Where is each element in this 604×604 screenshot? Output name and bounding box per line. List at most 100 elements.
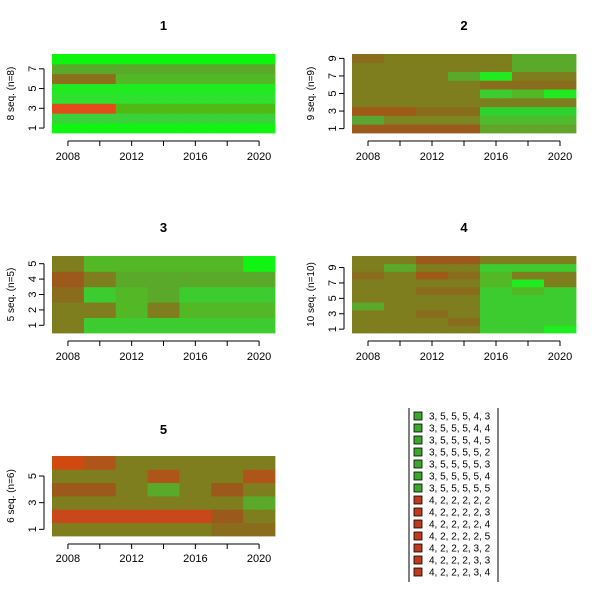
heatmap-cell bbox=[67, 123, 85, 134]
heatmap-cell bbox=[195, 256, 212, 272]
heatmap-cell bbox=[432, 325, 449, 334]
heatmap-cell bbox=[512, 279, 529, 288]
heatmap-cell bbox=[368, 256, 385, 265]
heatmap-cell bbox=[227, 73, 244, 85]
heatmap-cell bbox=[448, 263, 465, 272]
heatmap-cell bbox=[512, 106, 529, 116]
heatmap-cell bbox=[560, 325, 577, 334]
legend-label: 3, 5, 5, 5, 5, 5 bbox=[429, 484, 491, 495]
heatmap-cell bbox=[52, 496, 69, 510]
heatmap-cell bbox=[352, 309, 369, 318]
legend-label: 3, 5, 5, 5, 4, 3 bbox=[429, 412, 491, 423]
heatmap-cell bbox=[195, 482, 212, 497]
heatmap-cell bbox=[400, 89, 417, 99]
heatmap-cell bbox=[432, 302, 449, 311]
heatmap-cell bbox=[448, 302, 465, 311]
heatmap-cell bbox=[243, 302, 260, 318]
heatmap-cell bbox=[115, 73, 133, 85]
heatmap-cell bbox=[83, 54, 101, 65]
heatmap-cell bbox=[384, 106, 401, 116]
heatmap-cell bbox=[243, 123, 260, 134]
x-tick-label: 2012 bbox=[119, 151, 143, 163]
y-tick-label: 7 bbox=[327, 280, 339, 286]
heatmap-cell bbox=[243, 509, 260, 524]
heatmap-cell bbox=[195, 63, 212, 75]
legend-label: 3, 5, 5, 5, 5, 4 bbox=[429, 472, 491, 483]
legend-item: 4, 2, 2, 2, 3, 4 bbox=[413, 568, 491, 579]
heatmap-cell bbox=[163, 317, 180, 334]
heatmap-cell bbox=[368, 263, 385, 272]
heatmap-cell bbox=[560, 89, 577, 99]
x-tick-label: 2008 bbox=[356, 351, 380, 363]
heatmap-cell bbox=[227, 482, 244, 497]
heatmap-cell bbox=[384, 325, 401, 334]
heatmap-cell bbox=[99, 496, 117, 510]
heatmap-cell bbox=[480, 62, 497, 72]
heatmap-cell bbox=[163, 509, 180, 524]
heatmap-cell bbox=[52, 63, 69, 75]
heatmap-cells bbox=[52, 456, 276, 537]
heatmap-cell bbox=[131, 456, 148, 470]
heatmap-cell bbox=[400, 325, 417, 334]
heatmap-cell bbox=[560, 294, 577, 303]
heatmap-cell bbox=[560, 62, 577, 72]
heatmap-cell bbox=[496, 97, 513, 108]
heatmap-cell bbox=[52, 522, 69, 537]
heatmap-cell bbox=[179, 93, 196, 104]
heatmap-cell bbox=[448, 325, 465, 334]
heatmap-cell bbox=[227, 83, 244, 94]
heatmap-cell bbox=[528, 286, 545, 295]
heatmap-cell bbox=[179, 54, 196, 65]
legend-label: 3, 5, 5, 5, 5, 3 bbox=[429, 460, 491, 471]
y-axis-label: 6 seq. (n=6) bbox=[6, 469, 17, 523]
heatmap-cell bbox=[227, 93, 244, 104]
heatmap-cell bbox=[259, 469, 276, 484]
heatmap-cell bbox=[464, 256, 481, 265]
heatmap-cell bbox=[416, 294, 433, 303]
heatmap-cell bbox=[464, 89, 481, 99]
heatmap-cell bbox=[83, 469, 101, 484]
heatmap-cell bbox=[528, 80, 545, 90]
legend-item: 3, 5, 5, 5, 5, 2 bbox=[413, 448, 491, 459]
heatmap-cell bbox=[67, 522, 85, 537]
heatmap-cell bbox=[259, 123, 276, 134]
heatmap-cell bbox=[528, 106, 545, 116]
heatmap-cell bbox=[544, 263, 561, 272]
heatmap-cell bbox=[496, 294, 513, 303]
legend-label: 4, 2, 2, 2, 2, 2 bbox=[429, 496, 491, 507]
heatmap-cell bbox=[368, 54, 385, 64]
heatmap-cell bbox=[480, 106, 497, 116]
heatmap-cell bbox=[99, 509, 117, 524]
heatmap-cell bbox=[115, 317, 133, 334]
heatmap-cell bbox=[52, 54, 69, 65]
heatmap-cell bbox=[368, 62, 385, 72]
heatmap-cell bbox=[400, 71, 417, 81]
heatmap-cell bbox=[99, 113, 117, 124]
heatmap-cell bbox=[115, 93, 133, 104]
heatmap-cell bbox=[432, 256, 449, 265]
heatmap-cell bbox=[99, 93, 117, 104]
heatmap-cell bbox=[211, 123, 228, 134]
heatmap-cell bbox=[416, 309, 433, 318]
heatmap-cell bbox=[368, 325, 385, 334]
heatmap-cell bbox=[464, 80, 481, 90]
heatmap-cell bbox=[163, 103, 180, 114]
heatmap-cell bbox=[400, 317, 417, 326]
heatmap-cell bbox=[496, 62, 513, 72]
heatmap-cell bbox=[528, 89, 545, 99]
panel-4: 4 2008 2012 2016 2020 1 3 5 7 9 10 seq. (n=10) bbox=[306, 220, 577, 363]
heatmap-cell bbox=[179, 103, 196, 114]
heatmap-cell bbox=[195, 302, 212, 318]
heatmap-cell bbox=[131, 63, 148, 75]
heatmap-cell bbox=[179, 73, 196, 85]
heatmap-cells bbox=[352, 256, 577, 334]
heatmap-cell bbox=[115, 496, 133, 510]
heatmap-cell bbox=[147, 286, 164, 303]
heatmap-cell bbox=[52, 509, 69, 524]
heatmap-cell bbox=[147, 271, 164, 288]
heatmap-cell bbox=[115, 83, 133, 94]
heatmap-cell bbox=[227, 113, 244, 124]
heatmap-cell bbox=[400, 271, 417, 280]
heatmap-cell bbox=[480, 309, 497, 318]
heatmap-cell bbox=[512, 89, 529, 99]
